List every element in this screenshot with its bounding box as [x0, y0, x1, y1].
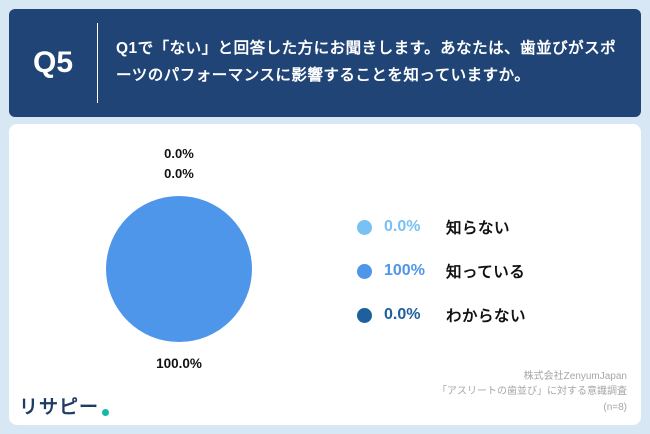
question-number: Q5	[32, 46, 74, 79]
pie-zero-labels: 0.0% 0.0%	[69, 144, 289, 184]
legend-percent: 100%	[384, 262, 425, 279]
legend-label: わからない	[446, 308, 527, 325]
source-company: 株式会社ZenyumJapan	[523, 370, 627, 382]
pie-label-shiranai: 0.0%	[164, 146, 194, 161]
chart-legend: 0.0% 知らない 100% 知っている 0.0% わからない	[357, 216, 526, 348]
legend-dot-darkblue-icon	[357, 307, 372, 323]
question-text: Q1で「ない」と回答した方にお聞きします。あなたは、歯並びがスポーツのパフォーマ…	[116, 40, 617, 84]
logo-text: リサピー	[19, 397, 100, 418]
source-survey-title: 「アスリートの歯並び」に対する意識調査	[437, 386, 627, 397]
source-sample-size: (n=8)	[603, 401, 627, 413]
header-divider	[97, 23, 98, 103]
legend-item-shitteiru: 100% 知っている	[357, 260, 526, 282]
pie-circle	[106, 196, 252, 343]
logo-dot-icon	[102, 409, 110, 416]
pie-label-wakaranai: 0.0%	[164, 166, 194, 182]
legend-dot-lightblue-icon	[357, 219, 372, 235]
legend-item-wakaranai: 0.0% わからない	[357, 304, 526, 326]
pie-chart: 0.0% 0.0% 100.0%	[69, 144, 289, 371]
legend-dot-blue-icon	[357, 263, 372, 279]
question-header: Q5 Q1で「ない」と回答した方にお聞きします。あなたは、歯並びがスポーツのパフ…	[9, 9, 641, 117]
legend-percent: 0.0%	[384, 218, 421, 235]
legend-item-shiranai: 0.0% 知らない	[357, 216, 526, 238]
survey-source-note: 株式会社ZenyumJapan 「アスリートの歯並び」に対する意識調査 (n=8…	[437, 369, 627, 416]
risapi-logo: リサピー	[19, 392, 110, 419]
pie-label-shitteiru: 100.0%	[156, 356, 202, 372]
chart-card: 0.0% 0.0% 100.0% 0.0% 知らない 100% 知っている 0.…	[9, 124, 641, 425]
legend-percent: 0.0%	[384, 306, 421, 323]
legend-label: 知っている	[446, 264, 526, 281]
legend-label: 知らない	[446, 220, 511, 237]
